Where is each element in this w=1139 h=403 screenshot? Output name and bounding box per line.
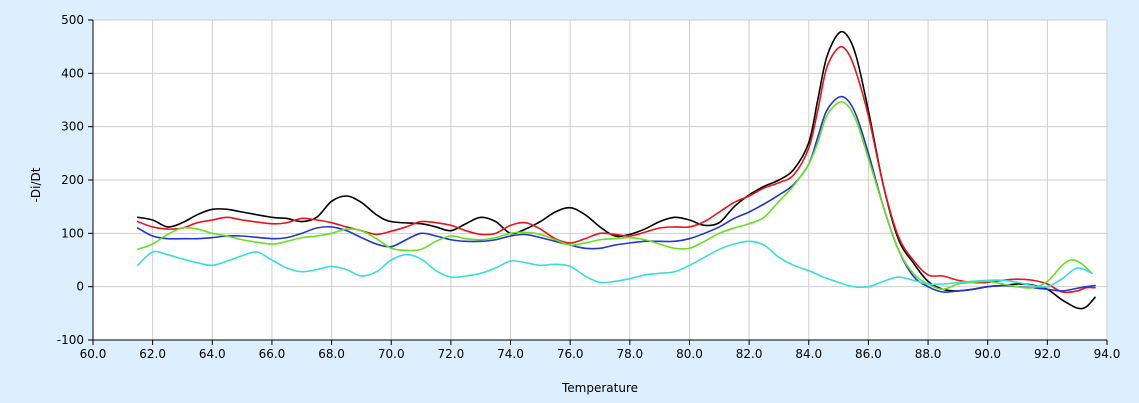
series-line-2: [136, 45, 1096, 294]
x-tick-label: 66.0: [259, 347, 286, 361]
x-tick-label: 90.0: [974, 347, 1001, 361]
x-tick-label: 78.0: [616, 347, 643, 361]
x-tick-label: 60.0: [80, 347, 107, 361]
axes: [88, 19, 1108, 345]
y-tick-label: 200: [61, 173, 84, 187]
series-lines: [136, 30, 1096, 310]
x-tick-label: 94.0: [1094, 347, 1121, 361]
series-line-4: [136, 101, 1093, 291]
y-tick-label: 300: [61, 120, 84, 134]
x-tick-label: 64.0: [199, 347, 226, 361]
x-tick-label: 74.0: [497, 347, 524, 361]
y-tick-label: -100: [57, 333, 84, 347]
y-tick-label: 400: [61, 66, 84, 80]
series-line-5: [136, 240, 1093, 289]
x-tick-label: 88.0: [915, 347, 942, 361]
x-tick-labels: 60.0 62.0 64.0 66.0 68.0 70.0 72.0 74.0 76.0 78.0…: [80, 347, 1121, 361]
x-tick-label: 86.0: [855, 347, 882, 361]
x-tick-label: 92.0: [1034, 347, 1061, 361]
series-line-3: [136, 95, 1096, 293]
x-tick-label: 82.0: [736, 347, 763, 361]
x-tick-label: 80.0: [676, 347, 703, 361]
y-tick-label: 500: [61, 13, 84, 27]
x-tick-label: 72.0: [438, 347, 465, 361]
y-tick-label: 100: [61, 226, 84, 240]
y-tick-labels: -100 0 100 200 300 400 500: [57, 13, 84, 347]
x-tick-label: 62.0: [139, 347, 166, 361]
x-tick-label: 84.0: [795, 347, 822, 361]
x-tick-label: 76.0: [557, 347, 584, 361]
x-tick-label: 70.0: [378, 347, 405, 361]
x-tick-label: 68.0: [318, 347, 345, 361]
x-axis-title: Temperature: [561, 381, 638, 395]
y-axis-title: -Di/Dt: [29, 167, 43, 202]
y-tick-label: 0: [76, 280, 84, 294]
